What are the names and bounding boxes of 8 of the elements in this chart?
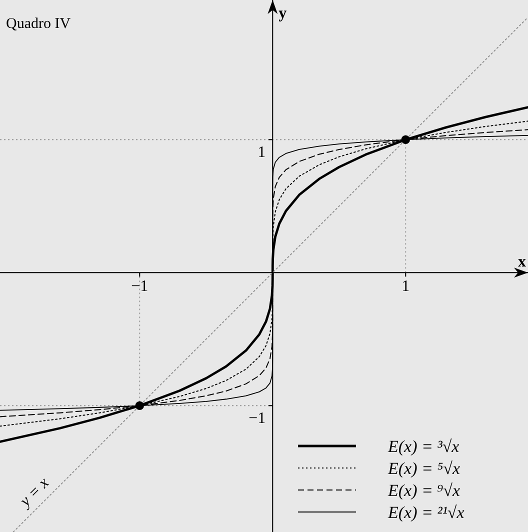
legend-label: E(x) = ⁵√x [387, 459, 460, 478]
legend-label: E(x) = ⁹√x [387, 481, 460, 500]
x-axis-title: x [518, 254, 526, 271]
y-axis-title: y [278, 5, 287, 22]
legend-label: E(x) = ²¹√x [387, 503, 465, 522]
text: Quadro IV [6, 16, 71, 32]
annotation: y = x [16, 474, 52, 512]
legend-label: E(x) = ³√x [387, 437, 460, 456]
